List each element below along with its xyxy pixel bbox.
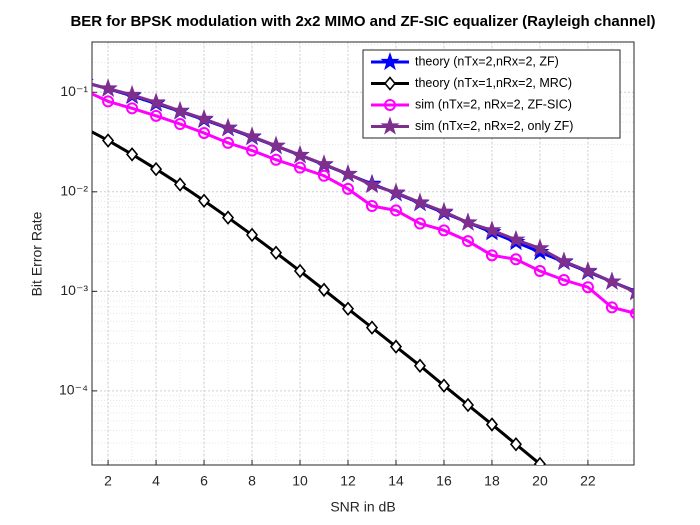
- marker-diamond: [485, 417, 499, 432]
- marker-star: [434, 201, 454, 220]
- marker-circle: [174, 118, 187, 131]
- legend-label: theory (nTx=1,nRx=2, MRC): [415, 76, 572, 90]
- marker-diamond: [269, 245, 283, 261]
- marker-star: [266, 135, 286, 154]
- marker-star: [380, 116, 400, 135]
- marker-star: [380, 51, 400, 71]
- marker-circle: [365, 200, 378, 213]
- marker-star: [290, 145, 310, 164]
- x-tick-label: 2: [104, 473, 112, 489]
- marker-star: [530, 238, 550, 257]
- marker-star: [458, 212, 478, 231]
- marker-star: [506, 229, 526, 248]
- marker-diamond: [533, 456, 546, 465]
- marker-circle: [222, 136, 235, 149]
- marker-star: [98, 78, 118, 97]
- series-line: [92, 130, 541, 465]
- x-tick-label: 22: [580, 473, 596, 489]
- legend-label: sim (nTx=2, nRx=2, only ZF): [415, 119, 573, 133]
- x-axis-label: SNR in dB: [330, 499, 395, 515]
- marker-diamond: [389, 339, 403, 354]
- marker-circle: [605, 301, 618, 314]
- plot-layer: [79, 78, 634, 465]
- marker-circle: [389, 204, 402, 217]
- marker-diamond: [198, 193, 211, 209]
- marker-diamond: [317, 282, 331, 298]
- marker-circle: [629, 307, 634, 320]
- marker-star: [554, 251, 574, 270]
- marker-circle: [413, 217, 426, 230]
- x-tick-label: 14: [388, 473, 404, 489]
- marker-star: [626, 287, 634, 301]
- marker-diamond: [509, 436, 522, 452]
- x-tick-label: 18: [484, 473, 500, 489]
- marker-diamond: [174, 177, 187, 192]
- y-tick-label: 10⁻²: [60, 183, 88, 199]
- y-axis-label: Bit Error Rate: [29, 211, 45, 296]
- axes-box: [91, 41, 635, 466]
- x-tick-label: 16: [436, 473, 452, 489]
- marker-diamond: [413, 358, 427, 373]
- marker-circle: [126, 102, 139, 115]
- marker-circle: [102, 95, 115, 108]
- marker-diamond: [79, 122, 89, 134]
- x-tick-label: 4: [152, 473, 160, 489]
- marker-circle: [294, 161, 307, 174]
- marker-diamond: [365, 320, 379, 335]
- marker-circle: [533, 265, 546, 278]
- marker-diamond: [293, 263, 307, 279]
- y-tick-label: 10⁻¹: [60, 83, 88, 99]
- marker-diamond: [437, 378, 451, 393]
- marker-star: [314, 154, 334, 173]
- y-tick-label: 10⁻⁴: [59, 382, 88, 398]
- marker-diamond: [126, 147, 139, 162]
- marker-circle: [384, 99, 396, 111]
- marker-star: [242, 126, 262, 145]
- marker-circle: [485, 249, 498, 262]
- marker-circle: [342, 182, 355, 195]
- chart-title: BER for BPSK modulation with 2x2 MIMO an…: [70, 13, 655, 30]
- marker-star: [602, 271, 622, 290]
- marker-diamond: [245, 227, 259, 243]
- marker-diamond: [461, 397, 475, 413]
- marker-diamond: [102, 133, 115, 148]
- marker-diamond: [383, 76, 397, 91]
- legend-label: theory (nTx=2,nRx=2, ZF): [415, 54, 559, 68]
- x-tick-label: 12: [340, 473, 356, 489]
- marker-circle: [246, 144, 259, 157]
- marker-star: [194, 108, 214, 128]
- marker-circle: [318, 169, 331, 182]
- marker-circle: [581, 281, 594, 294]
- marker-star: [218, 117, 238, 136]
- marker-diamond: [341, 301, 355, 317]
- marker-star: [482, 220, 502, 239]
- marker-circle: [509, 253, 522, 266]
- x-tick-label: 8: [248, 473, 256, 489]
- x-tick-label: 10: [292, 473, 308, 489]
- marker-star: [170, 100, 190, 120]
- marker-circle: [270, 153, 283, 166]
- marker-star: [578, 261, 598, 280]
- marker-diamond: [150, 161, 163, 177]
- marker-circle: [150, 109, 163, 122]
- marker-diamond: [221, 210, 235, 225]
- x-tick-label: 20: [532, 473, 548, 489]
- marker-star: [410, 192, 430, 211]
- marker-star: [386, 182, 406, 201]
- marker-star: [338, 163, 358, 183]
- x-tick-label: 6: [200, 473, 208, 489]
- marker-circle: [437, 224, 450, 237]
- legend-box: [362, 49, 621, 139]
- marker-circle: [557, 274, 570, 287]
- marker-star: [362, 174, 382, 194]
- marker-star: [122, 84, 142, 104]
- y-tick-label: 10⁻³: [60, 282, 88, 298]
- marker-star: [92, 79, 94, 81]
- marker-circle: [198, 126, 211, 139]
- marker-star: [146, 92, 166, 111]
- marker-circle: [461, 235, 474, 248]
- legend-label: sim (nTx=2, nRx=2, ZF-SIC): [415, 97, 572, 111]
